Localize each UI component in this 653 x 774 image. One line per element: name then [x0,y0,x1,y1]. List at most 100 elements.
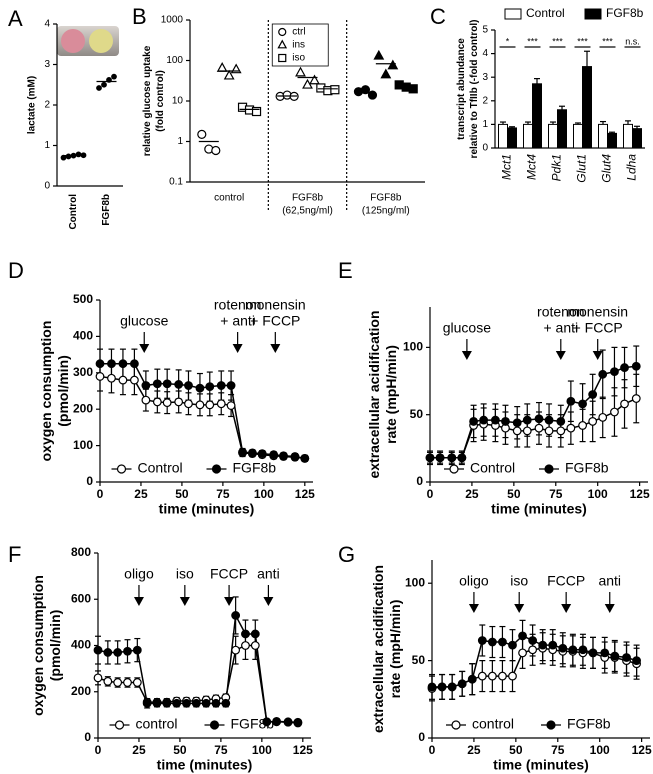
y-axis-label: extracellular acidification [370,565,386,733]
marker [435,453,445,463]
annotation: iso [510,573,528,589]
marker [195,383,205,393]
marker [130,375,139,385]
marker [558,643,568,653]
y-tick-label: 200 [71,684,91,698]
y-tick-label: 400 [71,638,91,652]
marker [226,401,236,410]
y-axis-label: extracellular acidification [366,310,382,478]
bar [573,123,583,149]
annotation-arrowhead [232,344,243,353]
marker [279,451,288,461]
marker [211,145,221,156]
marker [544,415,554,425]
bar [598,123,608,149]
marker [522,415,532,425]
y-tick-label: 0 [482,143,488,154]
panel: F 0 200 400 600 800 oxygen consumption (pmol/mi… [8,542,313,773]
legend-label: control [136,716,178,732]
legend-marker [451,720,461,730]
annotation-arrowhead [604,604,615,613]
marker [95,359,105,369]
legend-swatch [584,8,602,20]
marker [195,400,205,410]
marker [578,421,587,430]
marker [508,671,517,681]
legend-label: ins [292,40,305,51]
series-line [430,365,637,459]
marker [184,399,193,409]
y-tick-label: 50 [412,653,426,667]
annotation-arrowhead [263,597,274,606]
annotation: FCCP [547,573,585,589]
x-tick-label: 75 [549,487,563,501]
legend-label: FGF8b [606,6,644,20]
annotation-arrowhead [468,604,479,613]
y-tick-label: 200 [73,401,93,415]
marker [610,407,619,417]
marker [95,372,105,381]
marker [278,27,287,37]
marker [205,382,215,392]
marker [457,679,467,689]
marker [568,645,578,655]
x-tick-label: FGF8b [292,193,324,204]
marker [290,452,300,461]
bar [507,127,517,149]
panel-letter: B [132,4,147,29]
marker [566,396,576,406]
legend-marker [544,464,554,474]
marker [201,698,211,708]
x-tick-label: 100 [254,487,274,501]
y-tick-label: 0 [86,474,93,488]
marker [457,453,467,463]
marker [522,426,532,436]
legend-label: Control [138,460,183,476]
x-tick-label: 75 [216,487,230,501]
annotation: FCCP [210,566,248,582]
marker [130,359,139,369]
marker [103,648,113,657]
marker [538,640,548,650]
marker [123,646,132,656]
panel: C 0 1 2 3 4 5 transcript abundance relative to T… [430,4,645,183]
y-tick-label: 3 [44,59,50,70]
legend-marker [449,464,459,474]
marker [556,417,566,426]
y-tick-label: 4 [482,48,488,59]
marker [467,674,477,684]
x-tick-label: 0 [429,743,436,757]
annotation-arrowhead [461,351,472,360]
marker [278,53,287,63]
marker [277,39,288,49]
marker [191,698,201,708]
marker [251,106,262,117]
legend-label: ctrl [292,27,305,38]
x-axis-label: time (minutes) [157,757,253,773]
panel-letter: A [8,6,23,31]
y-axis-label: oxygen consumption [38,321,54,462]
marker [65,153,72,160]
marker [508,640,517,650]
x-tick-label: (125ng/ml) [362,206,410,217]
x-tick-label: 125 [630,487,650,501]
y-tick-label: 0 [44,181,50,192]
annotation-arrowhead [224,597,235,606]
y-tick-label: 300 [73,365,93,379]
marker [477,636,487,645]
significance: *** [577,36,588,46]
x-tick-label: Pdk1 [550,154,564,181]
marker [610,651,620,661]
marker [247,448,257,458]
marker [491,415,500,425]
x-tick-label: 75 [214,743,228,757]
legend-label: FGF8b [231,716,275,732]
y-axis-label: rate (mpH/min) [383,345,399,444]
marker [528,645,538,655]
y-tick-label: 100 [405,575,425,589]
marker [518,648,527,658]
marker [172,698,182,708]
panel-letter: F [8,542,21,567]
x-tick-label: 0 [427,487,434,501]
